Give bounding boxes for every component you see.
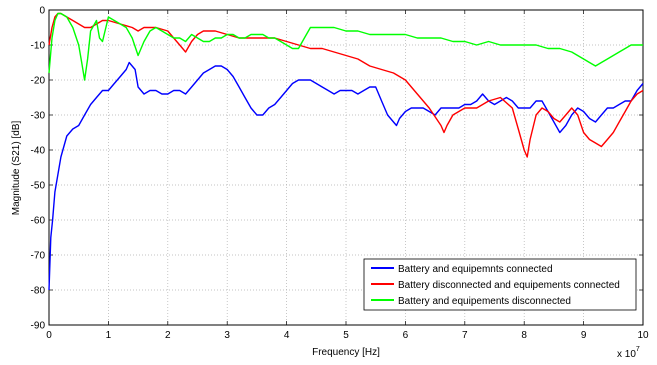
grid [48, 9, 644, 326]
legend: Battery and equipemnts connected Battery… [363, 258, 637, 311]
x-tick-label: 1 [106, 330, 112, 341]
x-tick-label: 8 [521, 330, 527, 341]
legend-label-series-1: Battery and equipemnts connected [398, 264, 553, 275]
y-tick-label: -50 [31, 181, 46, 192]
x-tick-label: 4 [284, 330, 290, 341]
y-tick-label: -30 [31, 111, 46, 122]
x-tick-label: 9 [581, 330, 587, 341]
x-tick-label: 6 [403, 330, 409, 341]
y-tick-label: -70 [31, 251, 46, 262]
x-multiplier-exponent: 7 [636, 346, 640, 353]
x-tick-label: 5 [343, 330, 349, 341]
x-tick-label: 7 [462, 330, 468, 341]
y-tick-label: 0 [39, 6, 45, 17]
series-line-1 [48, 61, 644, 291]
x-axis-title: Frequency [Hz] [312, 347, 380, 358]
series-line-3 [48, 12, 643, 81]
y-tick-label: -80 [31, 286, 46, 297]
y-tick-label: -10 [31, 41, 46, 52]
tick-labels: 0 1 2 3 4 5 6 7 8 9 10 0 -10 -20 -30 -40 -50 -60 -70 -80 -90 [31, 6, 649, 342]
legend-label-series-2: Battery disconnected and equipements con… [398, 280, 620, 291]
x-tick-label: 0 [46, 330, 52, 341]
y-tick-label: -40 [31, 146, 46, 157]
x-tick-label: 3 [224, 330, 230, 341]
x-tick-label: 2 [165, 330, 171, 341]
series-group [48, 12, 644, 291]
x-tick-label: 10 [637, 330, 649, 341]
y-tick-label: -20 [31, 76, 46, 87]
legend-label-series-3: Battery and equipements disconnected [398, 296, 571, 307]
x-multiplier-base: x 10 [617, 349, 636, 360]
y-axis-title: Magnitude (S21) [dB] [11, 121, 22, 216]
x-multiplier: x 107 [617, 346, 640, 360]
series-line-2 [48, 12, 644, 158]
y-tick-label: -90 [31, 321, 46, 332]
y-tick-label: -60 [31, 216, 46, 227]
legend-box [363, 258, 637, 311]
